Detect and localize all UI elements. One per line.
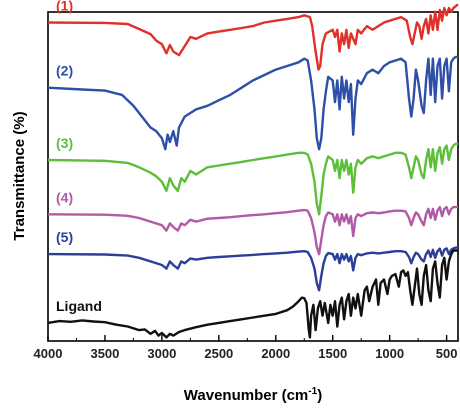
plot-frame <box>47 11 459 342</box>
series-line-0 <box>47 3 459 71</box>
series-label-1: (2) <box>56 63 73 79</box>
series-line-3 <box>47 205 458 256</box>
x-tick-label: 4000 <box>34 346 63 361</box>
series-label-4: (5) <box>56 229 73 245</box>
series-label-0: (1) <box>56 0 73 14</box>
y-axis-title: Transmittance (%) <box>11 111 28 240</box>
x-tick-label: 3000 <box>147 346 176 361</box>
x-tick-label: 500 <box>436 346 458 361</box>
series-labels: (1) (2) (3) (4) (5) Ligand <box>56 0 102 314</box>
x-tick-label: 1500 <box>318 346 347 361</box>
x-tick-label: 1000 <box>375 346 404 361</box>
x-tick-label: 3500 <box>90 346 119 361</box>
series-line-4 <box>47 246 458 292</box>
series-line-2 <box>47 142 458 216</box>
series-label-5: Ligand <box>56 298 102 314</box>
series-line-1 <box>47 55 458 151</box>
x-axis-title: Wavenumber (cm-1) <box>184 386 322 404</box>
series-label-2: (3) <box>56 135 73 151</box>
x-ticks: 4000 3500 3000 2500 2000 1500 1000 500 <box>34 335 458 361</box>
x-tick-label: 2500 <box>204 346 233 361</box>
x-tick-label: 2000 <box>261 346 290 361</box>
series-line-5 <box>47 249 458 339</box>
series-lines <box>47 3 459 339</box>
series-label-3: (4) <box>56 189 73 205</box>
